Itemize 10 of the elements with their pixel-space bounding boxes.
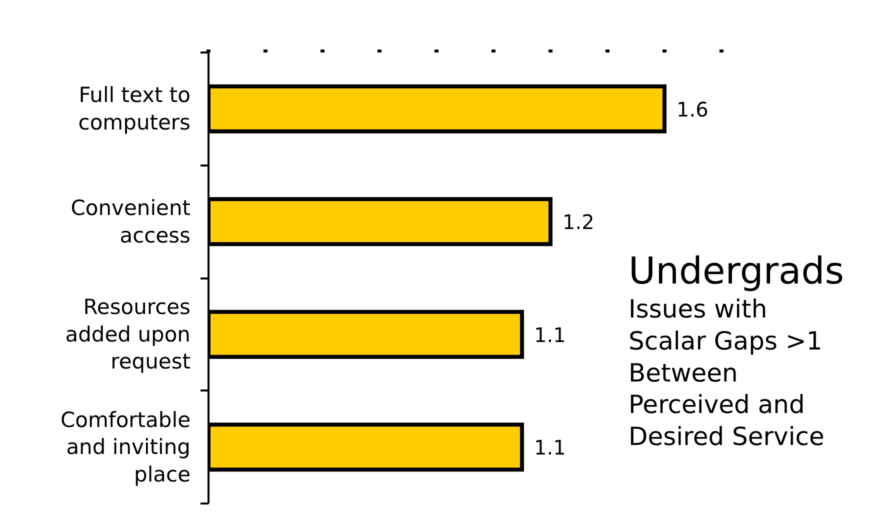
text: Issues with Scalar Gaps >1 Between Perceived and Desired Service [628,294,824,452]
data-label: 1.1 [534,436,566,460]
y-tick-label: Full text to computers [78,83,191,135]
data-label: 1.6 [676,97,708,122]
data-label: 1.2 [562,210,594,234]
text: Undergrads [628,250,844,292]
y-tick-label: Resources added upon request [65,295,191,374]
data-label: 1.1 [534,322,566,347]
y-tick-label: Comfortable and inviting place [60,408,191,486]
y-tick-label: Convenient access [70,196,191,248]
